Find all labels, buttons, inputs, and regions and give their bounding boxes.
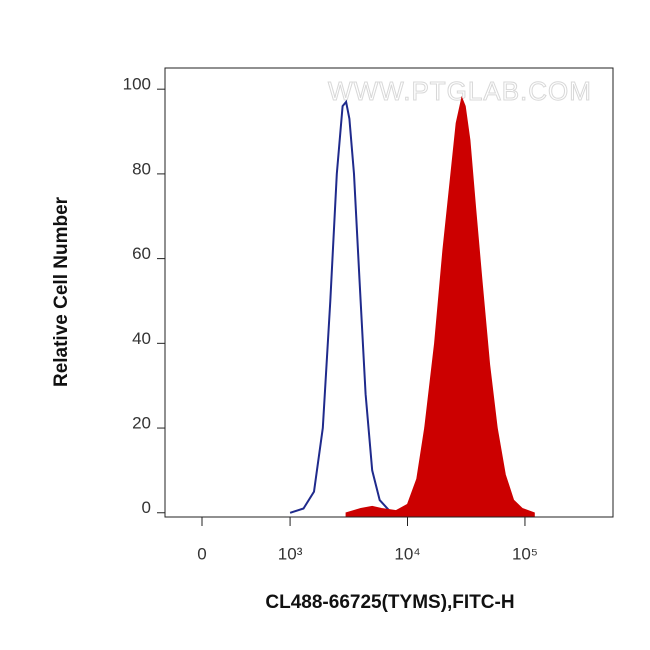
y-tick-label: 60 xyxy=(132,244,151,263)
watermark: WWW.PTGLAB.COM xyxy=(328,76,592,106)
histogram-area xyxy=(345,96,535,518)
x-tick-label: 0 xyxy=(197,544,206,563)
histogram-line xyxy=(289,99,400,514)
y-tick-label: 40 xyxy=(132,329,151,348)
y-tick-label: 100 xyxy=(123,75,151,94)
y-tick-label: 0 xyxy=(142,498,151,517)
x-tick-label: 10⁵ xyxy=(512,544,538,563)
x-axis-label: CL488-66725(TYMS),FITC-H xyxy=(265,592,514,613)
y-tick-label: 80 xyxy=(132,159,151,178)
x-tick-label: 10³ xyxy=(278,544,303,563)
x-tick-label: 10⁴ xyxy=(394,544,420,563)
y-axis-label: Relative Cell Number xyxy=(51,196,72,387)
y-tick-label: 20 xyxy=(132,414,151,433)
plot-frame xyxy=(164,67,614,518)
